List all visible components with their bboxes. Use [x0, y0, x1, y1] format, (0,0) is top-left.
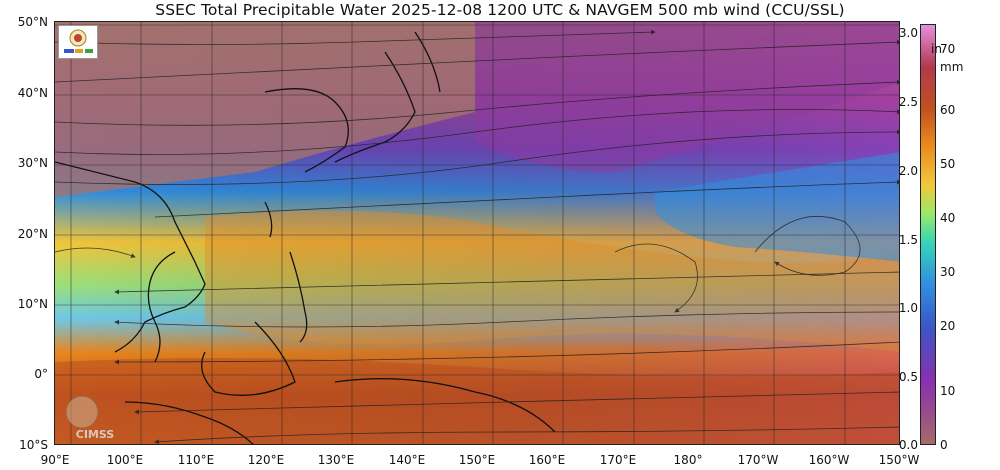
cb-mm-tick-50: 50 [940, 157, 956, 171]
lon-label-150e: 150°E [458, 453, 496, 467]
cimss-globe-icon: CIMSS [65, 395, 115, 441]
colorbar-gradient [921, 25, 935, 444]
lon-label-170e: 170°E [599, 453, 637, 467]
cb-in-tick-1-5: 1.5 [898, 233, 918, 247]
lon-label-140e: 140°E [388, 453, 426, 467]
coastlines [55, 31, 556, 444]
colorbar-unit-mm: mm [940, 60, 964, 74]
lon-label-110e: 110°E [177, 453, 215, 467]
seal-icon [64, 29, 93, 53]
cb-mm-tick-30: 30 [940, 265, 956, 279]
colorbar-unit-in: in [931, 42, 942, 56]
lat-label-20n: 20°N [17, 227, 48, 241]
lat-label-30n: 30°N [17, 156, 48, 170]
lat-label-50n: 50°N [17, 15, 48, 29]
lon-label-150w: 150°W [878, 453, 920, 467]
lon-label-90e: 90°E [40, 453, 70, 467]
lon-label-130e: 130°E [317, 453, 355, 467]
lat-label-10s: 10°S [19, 438, 48, 452]
cb-mm-tick-0: 0 [940, 438, 948, 452]
map-title: SSEC Total Precipitable Water 2025-12-08… [155, 1, 845, 19]
cimss-logo: CIMSS [60, 390, 130, 442]
cimss-text: CIMSS [76, 428, 115, 441]
wind-streamlines [55, 29, 899, 444]
cb-in-tick-0-0: 0.0 [898, 438, 918, 452]
map-canvas [55, 22, 899, 444]
cb-mm-tick-40: 40 [940, 211, 956, 225]
graticule [55, 22, 899, 444]
lon-label-180: 180° [673, 453, 703, 467]
lat-label-0: 0° [34, 367, 48, 381]
lat-label-40n: 40°N [17, 86, 48, 100]
colorbar [920, 24, 936, 445]
lon-label-160w: 160°W [808, 453, 850, 467]
cb-mm-tick-70: 70 [940, 42, 956, 56]
ssec-logo [58, 25, 98, 59]
lon-label-170w: 170°W [737, 453, 779, 467]
cb-in-tick-3-0: 3.0 [898, 26, 918, 40]
cb-in-tick-1-0: 1.0 [898, 301, 918, 315]
cb-mm-tick-10: 10 [940, 384, 956, 398]
precipitable-water-map [54, 21, 900, 445]
cb-in-tick-2-0: 2.0 [898, 164, 918, 178]
cb-in-tick-0-5: 0.5 [898, 370, 918, 384]
lon-label-120e: 120°E [247, 453, 285, 467]
lon-label-100e: 100°E [106, 453, 144, 467]
lat-label-10n: 10°N [17, 297, 48, 311]
cb-in-tick-2-5: 2.5 [898, 95, 918, 109]
cb-mm-tick-20: 20 [940, 319, 956, 333]
cb-mm-tick-60: 60 [940, 103, 956, 117]
lon-label-160e: 160°E [528, 453, 566, 467]
